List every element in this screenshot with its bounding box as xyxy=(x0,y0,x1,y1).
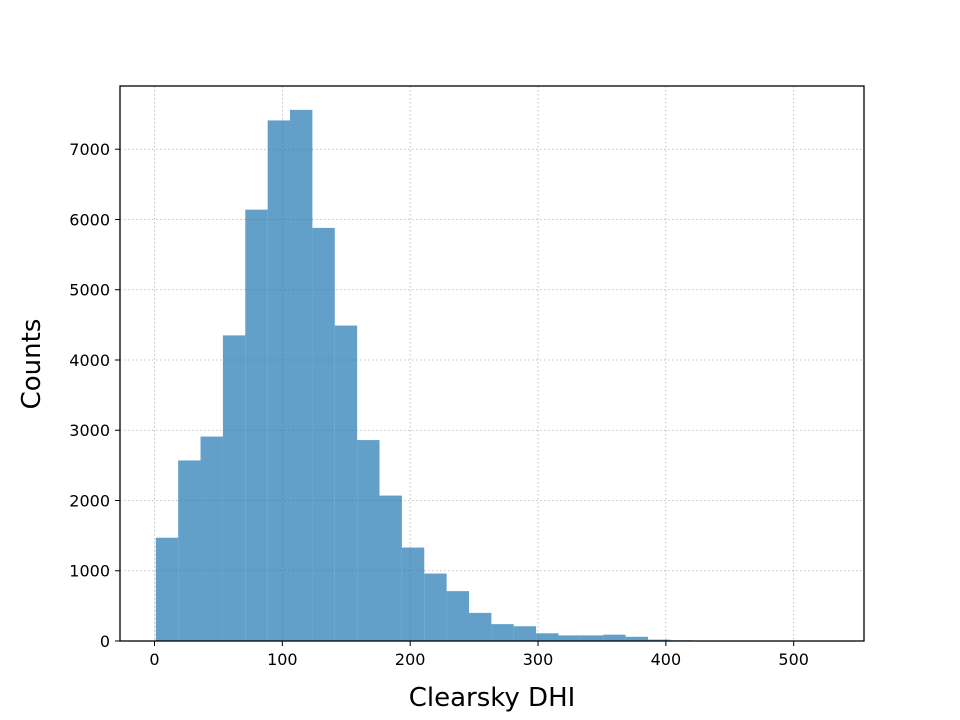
axis-ticks: 0 100 200 300 400 500010002000300040005000600… xyxy=(69,140,809,669)
histogram-bar xyxy=(580,635,604,641)
histogram-bar xyxy=(245,209,268,641)
x-tick-label: 100 xyxy=(267,650,298,669)
y-tick-label: 7000 xyxy=(69,140,110,159)
histogram-bar xyxy=(222,335,246,641)
x-tick-label: 0 xyxy=(149,650,159,669)
histogram-bars xyxy=(155,109,827,642)
histogram-bar xyxy=(625,636,648,641)
histogram-bar xyxy=(603,634,626,641)
y-axis-label: Counts xyxy=(17,319,47,410)
y-tick-label: 2000 xyxy=(69,491,110,510)
histogram-bar xyxy=(155,537,179,641)
histogram-bar xyxy=(312,227,335,642)
histogram-bar xyxy=(379,495,402,641)
histogram-bar xyxy=(290,109,313,641)
x-tick-label: 200 xyxy=(395,650,426,669)
histogram-bar xyxy=(558,635,581,641)
histogram-bar xyxy=(267,120,291,641)
histogram-bar xyxy=(334,325,358,641)
histogram-bar xyxy=(647,639,671,641)
histogram-bar xyxy=(468,612,492,641)
y-tick-label: 1000 xyxy=(69,562,110,581)
y-tick-label: 0 xyxy=(100,632,110,651)
x-tick-label: 400 xyxy=(651,650,682,669)
histogram-bar xyxy=(536,633,559,641)
x-tick-label: 300 xyxy=(523,650,554,669)
histogram-bar xyxy=(401,547,425,641)
histogram-bar xyxy=(178,460,201,641)
y-tick-label: 6000 xyxy=(69,210,110,229)
histogram-bar xyxy=(357,440,380,641)
histogram-bar xyxy=(513,626,537,641)
x-tick-label: 500 xyxy=(778,650,809,669)
y-tick-label: 4000 xyxy=(69,351,110,370)
y-tick-label: 5000 xyxy=(69,281,110,300)
x-axis-label: Clearsky DHI xyxy=(409,683,576,713)
histogram-bar xyxy=(200,436,223,641)
histogram-bar xyxy=(491,624,514,641)
y-tick-label: 3000 xyxy=(69,421,110,440)
histogram-bar xyxy=(446,591,469,641)
plot-area-frame xyxy=(119,85,865,642)
histogram-bar xyxy=(424,573,447,641)
